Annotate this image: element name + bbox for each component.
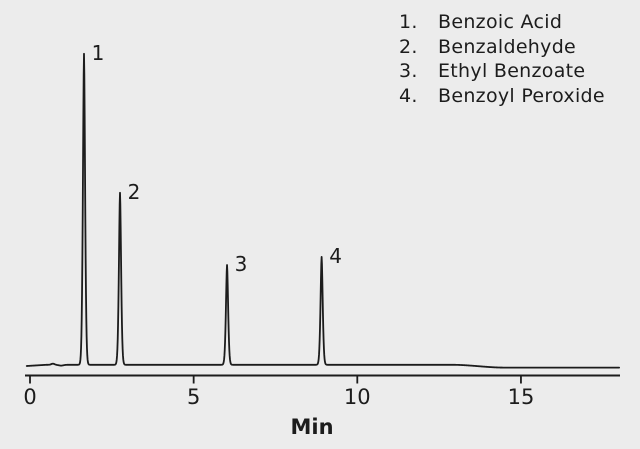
- legend-item: 1. Benzoic Acid: [399, 10, 605, 35]
- peak-number-label: 2: [128, 180, 141, 204]
- legend-item-label: Ethyl Benzoate: [438, 60, 586, 82]
- x-axis-tick-label: 0: [23, 385, 36, 409]
- peak-number-label: 3: [235, 252, 248, 276]
- x-axis-title: Min: [290, 415, 333, 439]
- x-axis-tick-label: 10: [344, 385, 371, 409]
- peak-legend: 1. Benzoic Acid 2. Benzaldehyde 3. Ethyl…: [399, 10, 605, 108]
- peak-number-label: 1: [92, 41, 105, 65]
- peak-number-label: 4: [329, 244, 342, 268]
- legend-item: 4. Benzoyl Peroxide: [399, 84, 605, 109]
- legend-item: 3. Ethyl Benzoate: [399, 59, 605, 84]
- legend-item: 2. Benzaldehyde: [399, 35, 605, 60]
- legend-item-number: 2.: [399, 35, 418, 58]
- legend-item-label: Benzoic Acid: [438, 11, 563, 33]
- legend-item-label: Benzaldehyde: [438, 35, 577, 58]
- x-axis-tick-label: 5: [187, 385, 200, 409]
- x-axis-tick-label: 15: [508, 385, 535, 409]
- legend-item-number: 1.: [399, 11, 418, 33]
- legend-item-number: 3.: [399, 60, 418, 82]
- chromatogram-trace: [25, 52, 621, 369]
- legend-item-number: 4.: [399, 84, 418, 107]
- legend-item-label: Benzoyl Peroxide: [438, 84, 605, 107]
